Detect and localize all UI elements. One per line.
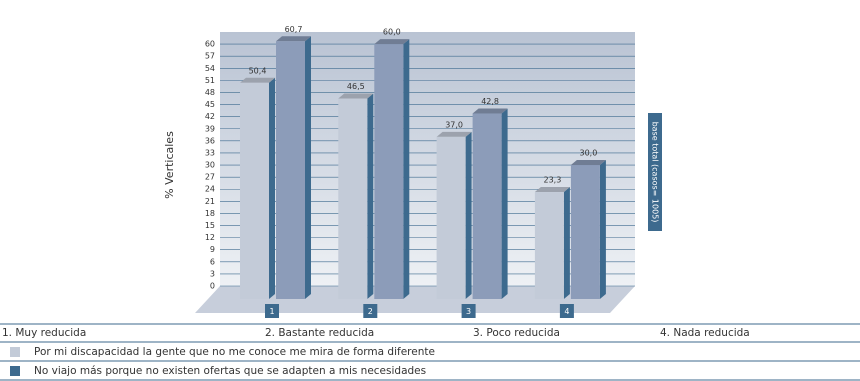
y-tick-label: 45 bbox=[205, 100, 215, 109]
category-box bbox=[265, 304, 279, 318]
category-box bbox=[559, 304, 574, 318]
bar bbox=[436, 136, 466, 299]
category-name: 1. Muy reducida bbox=[2, 327, 86, 339]
y-tick-label: 48 bbox=[205, 88, 215, 97]
value-label: 60,0 bbox=[383, 28, 401, 37]
y-tick-label: 21 bbox=[205, 197, 215, 206]
y-tick-label: 42 bbox=[205, 112, 215, 121]
bar-top bbox=[472, 108, 508, 114]
x-tick-label: 2 bbox=[368, 307, 373, 316]
x-tick-label: 4 bbox=[564, 307, 569, 316]
bar-top bbox=[570, 160, 606, 166]
value-label: 46,5 bbox=[347, 82, 365, 91]
bar bbox=[240, 82, 269, 299]
y-tick-label: 60 bbox=[205, 40, 215, 49]
bar bbox=[472, 113, 502, 299]
y-tick-label: 0 bbox=[210, 282, 215, 291]
bar-top bbox=[240, 77, 275, 83]
value-label: 37,0 bbox=[445, 120, 463, 129]
bar-side bbox=[563, 187, 570, 299]
bar bbox=[338, 98, 368, 300]
y-tick-label: 18 bbox=[205, 209, 215, 218]
bar bbox=[534, 192, 564, 299]
bar-top bbox=[534, 187, 570, 193]
value-label: 30,0 bbox=[579, 149, 597, 158]
bar-top bbox=[374, 39, 410, 45]
y-tick-label: 33 bbox=[205, 148, 215, 157]
y-tick-label: 57 bbox=[205, 52, 215, 61]
bar bbox=[276, 41, 305, 300]
y-axis-label: % Verticales bbox=[163, 131, 176, 199]
y-tick-label: 51 bbox=[205, 76, 215, 85]
bar bbox=[570, 165, 600, 299]
bar bbox=[374, 44, 404, 299]
bar-side bbox=[367, 93, 374, 300]
bar-side bbox=[269, 77, 275, 299]
category-name: 3. Poco reducida bbox=[473, 327, 560, 339]
y-tick-label: 30 bbox=[205, 161, 215, 170]
bar-side bbox=[501, 108, 508, 299]
category-name: 4. Nada reducida bbox=[660, 327, 750, 339]
y-tick-label: 15 bbox=[205, 221, 215, 230]
side-note: base total (casos= 1005) bbox=[651, 122, 660, 223]
bar-side bbox=[599, 160, 606, 299]
legend-swatch bbox=[10, 366, 20, 376]
bar-top bbox=[276, 36, 311, 42]
category-box bbox=[461, 304, 476, 318]
bar-side bbox=[403, 39, 410, 299]
legend-label: Por mi discapacidad la gente que no me c… bbox=[34, 346, 435, 358]
x-tick-label: 3 bbox=[466, 307, 471, 316]
y-tick-label: 24 bbox=[205, 185, 215, 194]
value-label: 50,4 bbox=[249, 66, 267, 75]
y-tick-label: 39 bbox=[205, 124, 215, 133]
y-tick-label: 12 bbox=[205, 233, 215, 242]
category-box bbox=[363, 304, 378, 318]
y-tick-label: 3 bbox=[210, 269, 215, 278]
y-tick-label: 27 bbox=[205, 173, 215, 182]
value-label: 23,3 bbox=[543, 176, 561, 185]
value-label: 42,8 bbox=[481, 97, 499, 106]
side-note-box bbox=[648, 113, 662, 231]
x-tick-label: 1 bbox=[269, 307, 274, 316]
bar-side bbox=[305, 36, 311, 300]
bar-top bbox=[338, 93, 374, 99]
bar-side bbox=[465, 131, 472, 299]
y-tick-label: 54 bbox=[205, 64, 215, 73]
y-tick-label: 6 bbox=[210, 257, 215, 266]
legend-label: No viajo más porque no existen ofertas q… bbox=[34, 365, 426, 377]
value-label: 60,7 bbox=[285, 25, 303, 34]
y-tick-label: 9 bbox=[210, 245, 215, 254]
bar-top bbox=[436, 131, 472, 137]
y-tick-label: 36 bbox=[205, 136, 215, 145]
legend-swatch bbox=[10, 347, 20, 357]
category-name: 2. Bastante reducida bbox=[265, 327, 374, 339]
